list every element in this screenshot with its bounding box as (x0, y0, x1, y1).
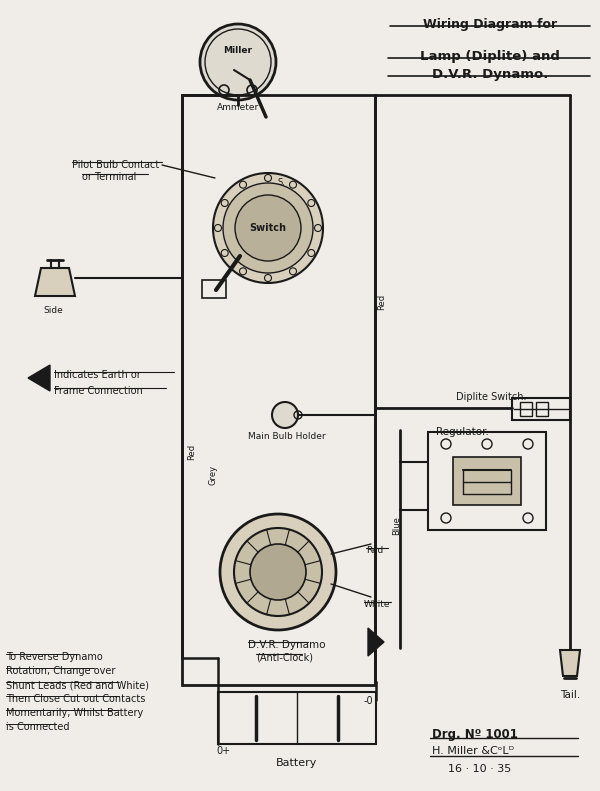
Text: White: White (364, 600, 391, 609)
Circle shape (565, 661, 575, 671)
Text: Red: Red (377, 294, 386, 310)
Circle shape (200, 24, 276, 100)
Text: S.: S. (278, 178, 286, 187)
Text: Rotation, Change over: Rotation, Change over (6, 666, 115, 676)
Text: D.V.R. Dynamo: D.V.R. Dynamo (248, 640, 325, 650)
Text: Ammeter: Ammeter (217, 103, 259, 112)
Circle shape (234, 528, 322, 616)
Text: Blue: Blue (392, 516, 401, 535)
Text: Lamp (Diplite) and: Lamp (Diplite) and (420, 50, 560, 63)
Text: Wiring Diagram for: Wiring Diagram for (423, 18, 557, 31)
Text: Battery: Battery (277, 758, 317, 768)
Text: Momentarily, Whilst Battery: Momentarily, Whilst Battery (6, 708, 143, 718)
Circle shape (223, 183, 313, 273)
Polygon shape (560, 650, 580, 676)
Text: H. Miller &CᵒLᴰ: H. Miller &CᵒLᴰ (432, 746, 514, 756)
Text: Switch: Switch (250, 223, 286, 233)
Circle shape (235, 195, 301, 261)
Polygon shape (35, 268, 75, 296)
Circle shape (272, 402, 298, 428)
Bar (536, 402, 548, 416)
Bar (218, 692, 376, 744)
Text: Pilot Bulb Contact: Pilot Bulb Contact (72, 160, 159, 170)
Circle shape (250, 544, 306, 600)
Text: Red: Red (187, 444, 196, 460)
Text: Side: Side (43, 306, 63, 315)
Circle shape (220, 514, 336, 630)
Text: Grey: Grey (209, 465, 218, 485)
Text: Tail.: Tail. (560, 690, 580, 700)
Text: 0+: 0+ (216, 746, 230, 756)
Text: is Connected: is Connected (6, 722, 70, 732)
Bar (520, 402, 532, 416)
Circle shape (48, 279, 62, 293)
Text: Shunt Leads (Red and White): Shunt Leads (Red and White) (6, 680, 149, 690)
Bar (428, 432, 546, 530)
Bar (202, 280, 226, 298)
Text: Then Close Cut out Contacts: Then Close Cut out Contacts (6, 694, 145, 704)
Text: D.V.R. Dynamo.: D.V.R. Dynamo. (432, 68, 548, 81)
Text: or Terminal: or Terminal (82, 172, 136, 182)
Bar (453, 457, 521, 505)
Text: Miller: Miller (223, 46, 253, 55)
Polygon shape (368, 628, 384, 656)
Text: Regulator.: Regulator. (436, 427, 489, 437)
Text: Red: Red (366, 546, 383, 555)
Bar (512, 398, 570, 420)
Text: 16 · 10 · 35: 16 · 10 · 35 (448, 764, 511, 774)
Text: Main Bulb Holder: Main Bulb Holder (248, 432, 326, 441)
Text: (Anti-Clock): (Anti-Clock) (256, 652, 313, 662)
Bar (182, 95, 375, 685)
Text: Indicates Earth or: Indicates Earth or (54, 370, 141, 380)
Polygon shape (28, 365, 50, 391)
Circle shape (213, 173, 323, 283)
Text: -0: -0 (364, 696, 374, 706)
Text: Drg. Nº 1001: Drg. Nº 1001 (432, 728, 518, 741)
Text: To Reverse Dynamo: To Reverse Dynamo (6, 652, 103, 662)
Text: Frame Connection: Frame Connection (54, 386, 143, 396)
Text: Diplite Switch.: Diplite Switch. (456, 392, 526, 402)
